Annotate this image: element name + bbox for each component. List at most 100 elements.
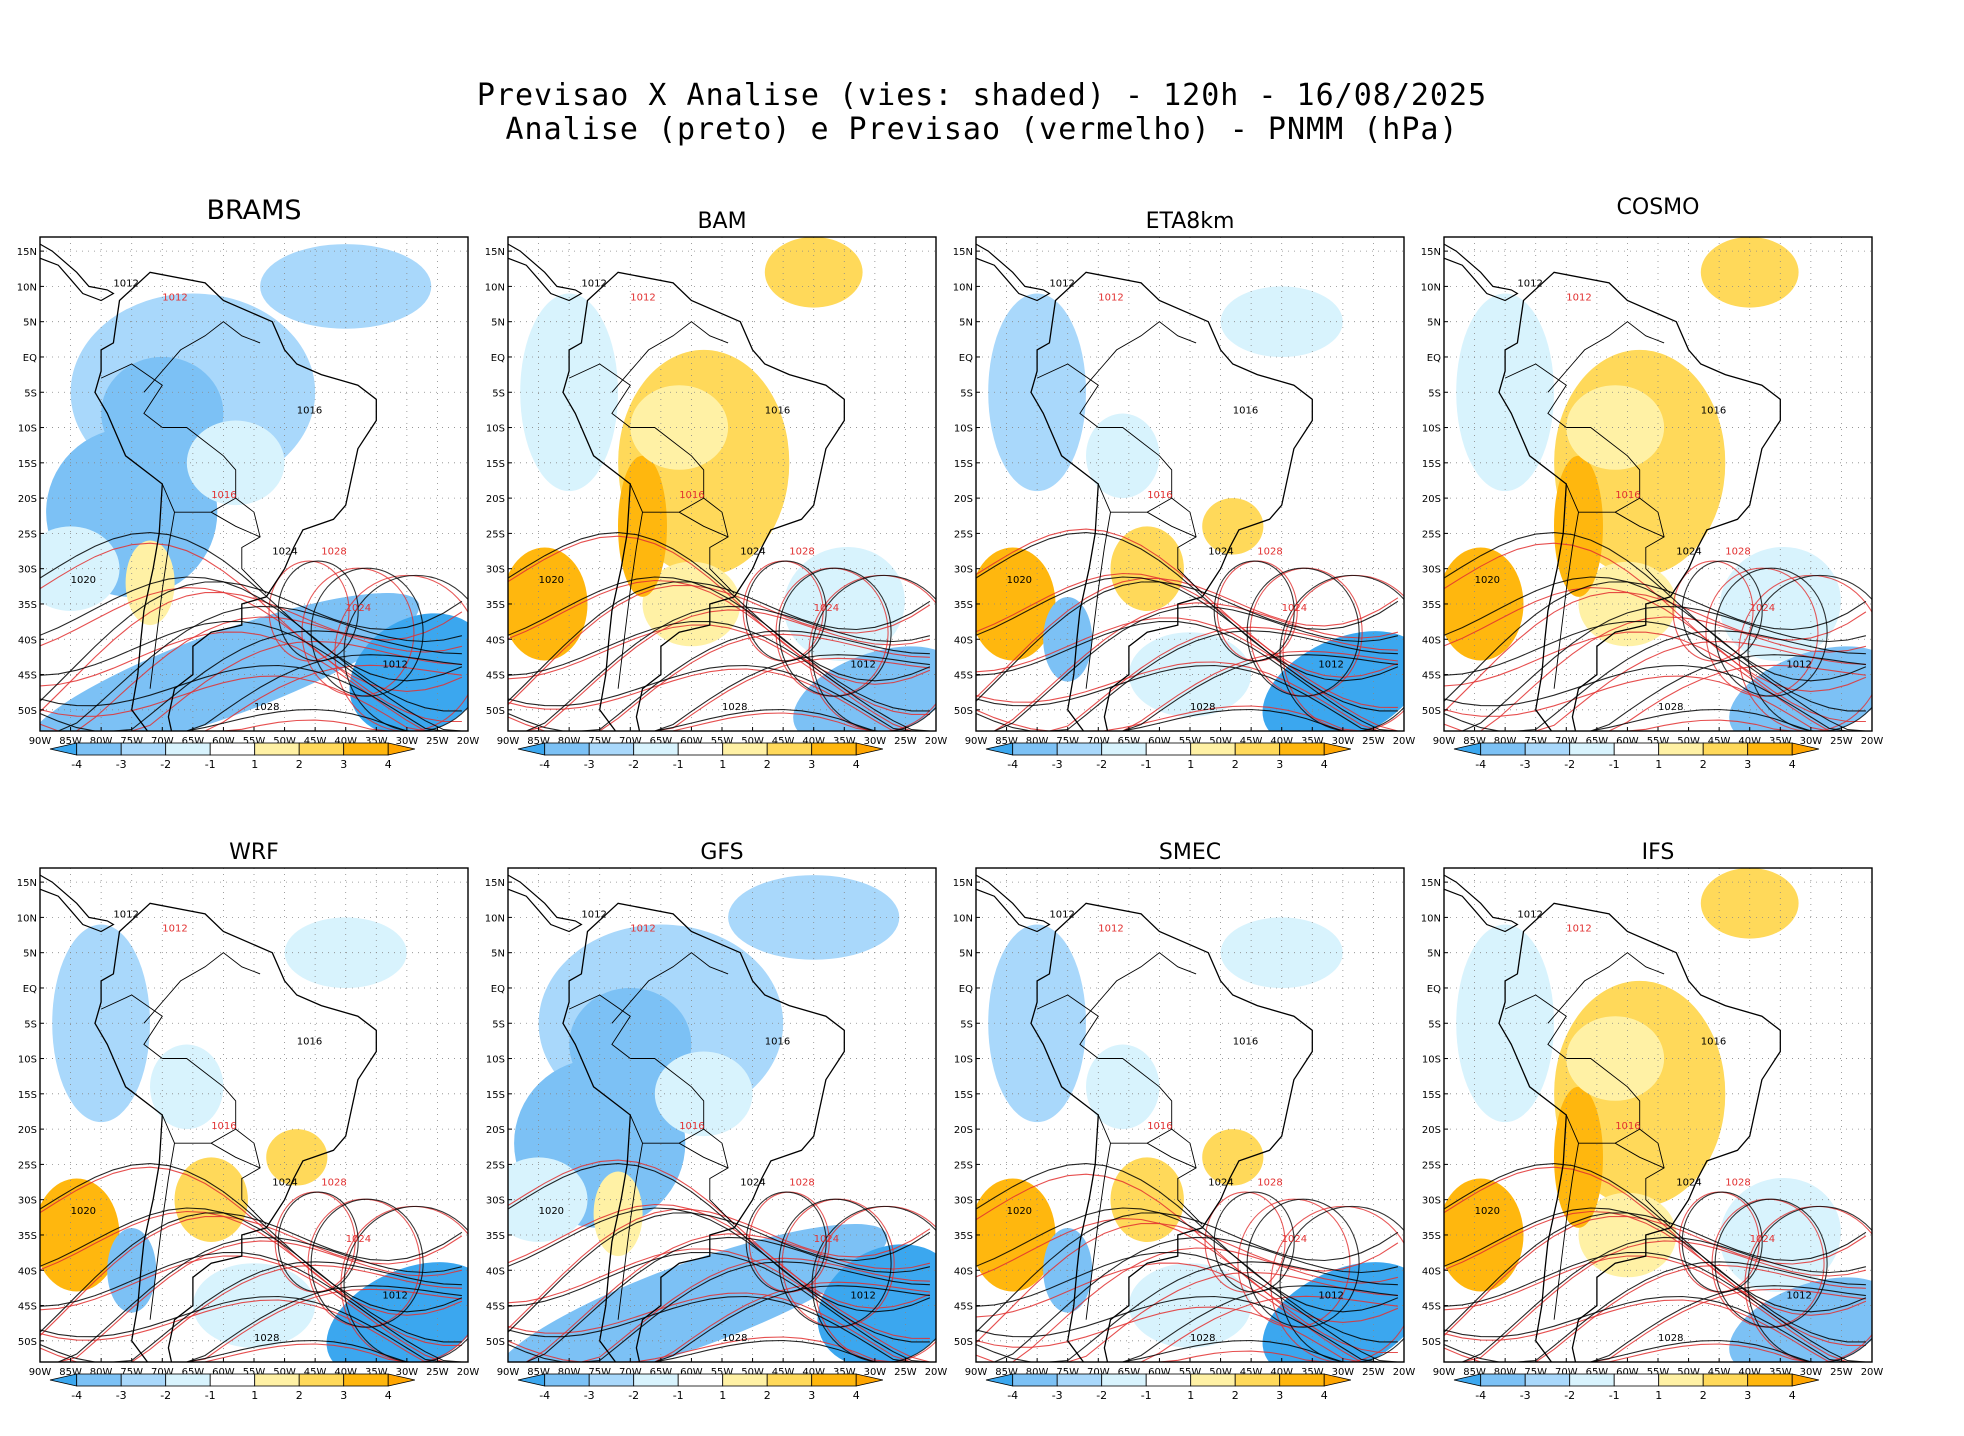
longitude-tick-label: 80W	[558, 736, 581, 747]
colorbar-tick-label: -1	[1141, 1389, 1152, 1402]
latitude-tick-label: 15S	[954, 459, 973, 470]
colorbar-tick-label: -2	[1564, 1389, 1575, 1402]
latitude-tick-label: 25S	[18, 529, 37, 540]
colorbar-arrow-left	[1453, 742, 1482, 756]
isobar-label: 1028	[254, 702, 279, 713]
isobar-label: 1028	[1725, 1178, 1750, 1189]
latitude-tick-label: 5S	[24, 1019, 37, 1030]
bias-shading-area	[52, 924, 150, 1123]
longitude-tick-label: 25W	[1362, 736, 1385, 747]
latitude-tick-label: 40S	[954, 635, 973, 646]
bias-shading-area	[1128, 632, 1252, 717]
longitude-tick-label: 65W	[1586, 1367, 1609, 1378]
isobar-label: 1024	[1676, 1178, 1701, 1189]
longitude-tick-label: 25W	[894, 736, 917, 747]
colorbar-tick-label: 2	[1232, 1389, 1239, 1402]
isobar-label: 1012	[1318, 1291, 1343, 1302]
latitude-tick-label: 45S	[486, 671, 505, 682]
isobar-label: 1012	[1517, 909, 1542, 920]
longitude-tick-label: 60W	[1148, 736, 1171, 747]
latitude-tick-label: 10N	[485, 282, 505, 293]
longitude-tick-label: 75W	[1524, 1367, 1547, 1378]
colorbar-tick-label: 3	[1276, 758, 1283, 771]
longitude-tick-label: 35W	[1769, 1367, 1792, 1378]
colorbar-arrow-right	[1323, 1373, 1351, 1387]
bias-shading-area	[630, 385, 729, 470]
colorbar-tick-label: -3	[1052, 758, 1063, 771]
longitude-tick-label: 75W	[588, 1367, 611, 1378]
colorbar-segment	[633, 742, 679, 756]
bias-shading-area	[728, 875, 900, 960]
panel-title: GFS	[700, 840, 744, 865]
bias-colorbar: -4 -3 -2 -1 1 2 3 4	[1442, 739, 1874, 789]
longitude-tick-label: 30W	[1332, 1367, 1355, 1378]
isobar-label: 1012	[1786, 1291, 1811, 1302]
latitude-tick-label: 10S	[18, 424, 37, 435]
figure-title-line1: Previsao X Analise (vies: shaded) - 120h…	[476, 78, 1488, 113]
latitude-tick-label: 15S	[486, 459, 505, 470]
map-frame: 1012 1012 1016 1016 1020 1024 1028 1012 1028 1024…	[17, 866, 479, 1378]
latitude-tick-label: 5S	[960, 1019, 973, 1030]
isobar-label: 1012	[630, 924, 655, 935]
bias-shading-area	[1444, 1178, 1524, 1292]
bias-shading-area	[1128, 1263, 1252, 1348]
latitude-tick-label: 40S	[954, 1266, 973, 1277]
latitude-tick-label: 5N	[1427, 949, 1441, 960]
latitude-tick-label: 35S	[954, 600, 973, 611]
isobar-label: 1028	[1725, 547, 1750, 558]
isobar-label: 1020	[71, 575, 96, 586]
isobar-label: 1016	[765, 1036, 790, 1047]
colorbar-segment	[1569, 1373, 1615, 1387]
isobar-label: 1012	[1049, 278, 1074, 289]
longitude-tick-label: 90W	[965, 1367, 988, 1378]
longitude-tick-label: 45W	[304, 1367, 327, 1378]
latitude-tick-label: 35S	[486, 1231, 505, 1242]
colorbar-tick-label: -2	[1096, 1389, 1107, 1402]
colorbar-segment	[298, 1373, 345, 1387]
latitude-tick-label: 30S	[1422, 1196, 1441, 1207]
colorbar-svg: -4 -3 -2 -1 1 2 3 4	[985, 1373, 1351, 1402]
colorbar-segment	[1056, 1373, 1103, 1387]
colorbar-tick-label: -2	[628, 1389, 639, 1402]
latitude-tick-label: 40S	[18, 1266, 37, 1277]
colorbar-tick-label: 2	[296, 1389, 303, 1402]
isobar-label: 1016	[1233, 1036, 1258, 1047]
longitude-tick-label: 90W	[29, 736, 52, 747]
colorbar-segment	[1012, 742, 1058, 756]
isobar-label: 1012	[1566, 293, 1591, 304]
bias-shading-area	[1202, 498, 1264, 555]
colorbar-tick-label: -3	[116, 758, 127, 771]
latitude-tick-label: 5S	[492, 388, 505, 399]
latitude-tick-label: 40S	[1422, 635, 1441, 646]
isobar-label: 1016	[211, 490, 236, 501]
latitude-tick-label: 5S	[24, 388, 37, 399]
colorbar-tick-label: 4	[853, 1389, 860, 1402]
latitude-tick-label: EQ	[491, 353, 505, 364]
colorbar-segment	[1234, 1373, 1281, 1387]
longitude-tick-label: 30W	[1332, 736, 1355, 747]
map-svg: 1012 1012 1016 1016 1020 1024 1028 1012 1028 1024…	[17, 867, 479, 1378]
colorbar-tick-label: 4	[1789, 758, 1796, 771]
colorbar-svg: -4 -3 -2 -1 1 2 3 4	[1453, 1373, 1819, 1402]
isobar-label: 1016	[297, 405, 322, 416]
longitude-tick-label: 45W	[772, 1367, 795, 1378]
colorbar-arrow-right	[855, 742, 883, 756]
latitude-tick-label: 5N	[959, 949, 973, 960]
latitude-tick-label: 50S	[18, 1337, 37, 1348]
longitude-tick-label: 60W	[1616, 736, 1639, 747]
colorbar-segment	[633, 1373, 679, 1387]
latitude-tick-label: 40S	[1422, 1266, 1441, 1277]
latitude-tick-label: 40S	[18, 635, 37, 646]
isobar-label: 1012	[581, 909, 606, 920]
colorbar-tick-label: 4	[1321, 758, 1328, 771]
longitude-tick-label: 70W	[151, 736, 174, 747]
latitude-tick-label: 40S	[486, 1266, 505, 1277]
colorbar-tick-label: 4	[385, 758, 392, 771]
latitude-tick-label: 15S	[1422, 1090, 1441, 1101]
south-america-coastline	[1498, 271, 1781, 731]
colorbar-tick-label: 3	[808, 1389, 815, 1402]
map-panel-brams: BRAMS 1012 1012 1016 1016 1020 1024 1028 1012 102…	[17, 195, 480, 771]
colorbar-tick-label: 3	[1744, 758, 1751, 771]
longitude-tick-label: 90W	[29, 1367, 52, 1378]
colorbar-segment	[76, 1373, 122, 1387]
